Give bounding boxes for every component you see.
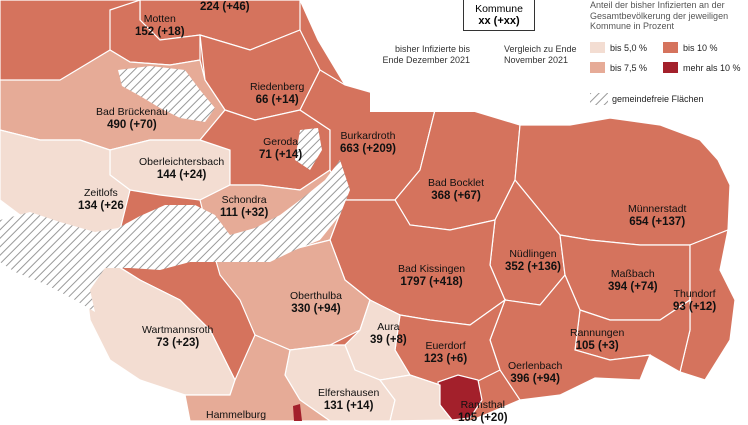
hatch-area-north (118, 66, 215, 122)
region-hammelburg (184, 334, 332, 421)
label-oerlenbach: Oerlenbach 396 (+94) (508, 360, 563, 385)
key-right-text: Vergleich zu Ende November 2021 (504, 44, 577, 65)
label-hammelburg: Hammelburg (206, 409, 267, 421)
legend-swatch-mehr10 (663, 62, 678, 73)
legend-swatch-bis10 (663, 42, 678, 53)
label-zeitlofs: Zeitlofs 134 (+26 (78, 187, 124, 212)
label-riedenberg: Riedenberg 66 (+14) (250, 81, 305, 106)
key-box-value: xx (+xx) (478, 15, 520, 27)
label-aura: Aura 39 (+8) (370, 321, 407, 346)
legend-swatch-bis5 (590, 42, 605, 53)
label-schondra: Schondra 111 (+32) (220, 194, 269, 219)
label-massbach: Maßbach 394 (+74) (608, 268, 658, 293)
legend-panel (370, 0, 748, 112)
legend-hatch-label: gemeindefreie Flächen (612, 94, 704, 104)
label-rannungen: Rannungen 105 (+3) (570, 327, 625, 352)
key-box-name: Kommune (475, 3, 523, 15)
label-euerdorf: Euerdorf 123 (+6) (424, 340, 468, 365)
hatch-area-west (0, 160, 350, 312)
label-muennerstadt: Münnerstadt 654 (+137) (628, 203, 687, 228)
region-south-middle (378, 374, 454, 421)
label-motten: Motten 152 (+18) (135, 13, 185, 38)
legend-swatch-bis75 (590, 62, 605, 73)
key-box: Kommune xx (+xx) (463, 0, 535, 31)
label-top-north: 224 (+46) (200, 1, 250, 13)
label-oberthulba: Oberthulba 330 (+94) (290, 290, 342, 315)
label-elfershausen: Elfershausen 131 (+14) (318, 387, 380, 412)
region-oerlenbach (489, 273, 651, 401)
label-geroda: Geroda 71 (+14) (259, 136, 303, 161)
region-zeitlofs (0, 129, 131, 241)
legend-title: Anteil der bisher Infizierten an der Ges… (590, 0, 729, 32)
label-burkardroth: Burkardroth 663 (+209) (340, 130, 396, 155)
legend-label-bis75: bis 7,5 % (610, 63, 648, 73)
label-thundorf: Thundorf 93 (+12) (673, 288, 717, 313)
label-bad-brueckenau: Bad Brückenau 490 (+70) (96, 106, 168, 131)
legend-hatch-icon (590, 93, 608, 105)
legend-label-mehr10: mehr als 10 % (683, 63, 741, 73)
region-dark-spot (293, 404, 302, 421)
key-left-text: bisher Infizierte bis Ende Dezember 2021 (382, 44, 470, 65)
label-oberleichtersbach: Oberleichtersbach 144 (+24) (139, 156, 225, 181)
label-wartmannsroth: Wartmannsroth 73 (+23) (142, 324, 214, 349)
label-nuedlingen: Nüdlingen 352 (+136) (505, 248, 561, 273)
label-bad-bocklet: Bad Bocklet 368 (+67) (428, 177, 485, 202)
label-bad-kissingen: Bad Kissingen 1797 (+418) (398, 263, 466, 288)
legend-label-bis5: bis 5,0 % (610, 43, 648, 53)
hatch-area-centre (295, 128, 322, 170)
legend-label-bis10: bis 10 % (683, 43, 718, 53)
